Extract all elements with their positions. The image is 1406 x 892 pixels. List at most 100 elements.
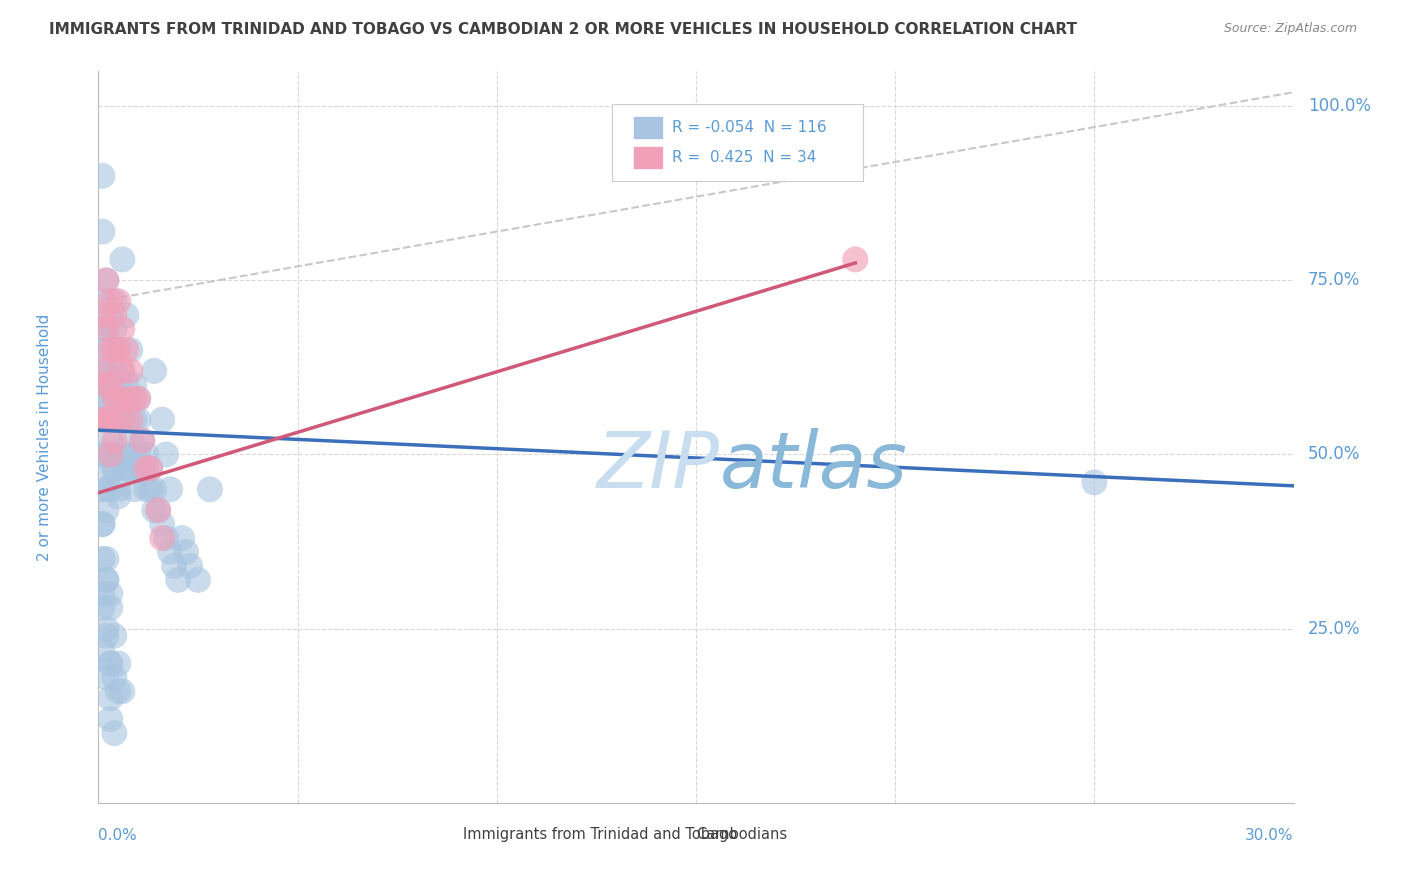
- Point: [103, 726, 125, 740]
- Point: [98, 600, 122, 615]
- Point: [96, 503, 118, 517]
- Point: [187, 573, 209, 587]
- Text: 2 or more Vehicles in Household: 2 or more Vehicles in Household: [37, 313, 52, 561]
- Point: [127, 392, 149, 406]
- Point: [91, 587, 114, 601]
- Point: [98, 587, 122, 601]
- FancyBboxPatch shape: [654, 827, 688, 843]
- Point: [124, 412, 146, 426]
- Point: [98, 448, 122, 462]
- Text: atlas: atlas: [720, 428, 908, 504]
- Point: [111, 364, 134, 378]
- Point: [103, 294, 125, 309]
- Point: [98, 308, 122, 322]
- Point: [107, 294, 129, 309]
- Text: 75.0%: 75.0%: [1308, 271, 1360, 289]
- Point: [1083, 475, 1105, 490]
- Point: [103, 434, 125, 448]
- Point: [91, 412, 114, 426]
- Text: Cambodians: Cambodians: [696, 828, 787, 842]
- Text: Source: ZipAtlas.com: Source: ZipAtlas.com: [1223, 22, 1357, 36]
- Point: [172, 531, 194, 545]
- Point: [111, 684, 134, 698]
- Point: [131, 434, 153, 448]
- Point: [96, 552, 118, 566]
- Point: [98, 294, 122, 309]
- Point: [111, 412, 134, 426]
- Point: [107, 657, 129, 671]
- Point: [98, 343, 122, 357]
- Point: [96, 377, 118, 392]
- Point: [96, 670, 118, 684]
- Point: [107, 489, 129, 503]
- Point: [143, 503, 166, 517]
- Point: [91, 517, 114, 532]
- Point: [159, 483, 181, 497]
- Point: [148, 503, 170, 517]
- Point: [107, 684, 129, 698]
- Text: 25.0%: 25.0%: [1308, 620, 1361, 638]
- Point: [127, 412, 149, 426]
- Point: [91, 308, 114, 322]
- Point: [96, 573, 118, 587]
- Point: [98, 412, 122, 426]
- Point: [143, 364, 166, 378]
- Point: [91, 600, 114, 615]
- Point: [91, 169, 114, 183]
- Point: [96, 622, 118, 636]
- Point: [115, 392, 138, 406]
- Point: [91, 412, 114, 426]
- Point: [150, 412, 173, 426]
- Point: [103, 308, 125, 322]
- Point: [155, 531, 177, 545]
- Point: [155, 448, 177, 462]
- Point: [98, 691, 122, 706]
- Point: [103, 322, 125, 336]
- Point: [179, 558, 201, 573]
- Text: R =  0.425  N = 34: R = 0.425 N = 34: [672, 150, 817, 165]
- Point: [115, 448, 138, 462]
- Point: [98, 461, 122, 475]
- Point: [120, 343, 142, 357]
- Point: [96, 364, 118, 378]
- Point: [107, 377, 129, 392]
- Point: [98, 712, 122, 726]
- Point: [131, 434, 153, 448]
- Point: [98, 412, 122, 426]
- Point: [96, 273, 118, 287]
- Point: [120, 461, 142, 475]
- Point: [127, 448, 149, 462]
- Point: [103, 629, 125, 643]
- Point: [96, 392, 118, 406]
- Text: 100.0%: 100.0%: [1308, 97, 1371, 115]
- Point: [96, 273, 118, 287]
- Point: [98, 657, 122, 671]
- Point: [96, 322, 118, 336]
- Point: [91, 364, 114, 378]
- Point: [124, 483, 146, 497]
- Point: [103, 461, 125, 475]
- Point: [103, 412, 125, 426]
- Point: [91, 448, 114, 462]
- Point: [103, 364, 125, 378]
- Point: [111, 252, 134, 267]
- Point: [139, 461, 162, 475]
- FancyBboxPatch shape: [633, 146, 662, 169]
- Point: [167, 573, 190, 587]
- Point: [96, 392, 118, 406]
- Point: [91, 322, 114, 336]
- Point: [115, 412, 138, 426]
- Point: [115, 343, 138, 357]
- FancyBboxPatch shape: [422, 827, 454, 843]
- Text: 50.0%: 50.0%: [1308, 445, 1360, 464]
- Point: [115, 461, 138, 475]
- Point: [96, 322, 118, 336]
- Point: [844, 252, 866, 267]
- Point: [91, 364, 114, 378]
- Point: [98, 434, 122, 448]
- Point: [120, 364, 142, 378]
- Point: [103, 343, 125, 357]
- Text: IMMIGRANTS FROM TRINIDAD AND TOBAGO VS CAMBODIAN 2 OR MORE VEHICLES IN HOUSEHOLD: IMMIGRANTS FROM TRINIDAD AND TOBAGO VS C…: [49, 22, 1077, 37]
- Point: [148, 503, 170, 517]
- Point: [96, 412, 118, 426]
